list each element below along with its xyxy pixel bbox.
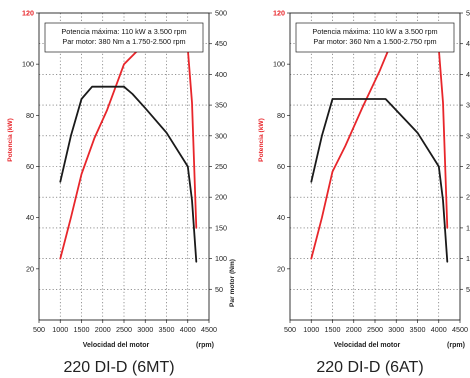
y-left-tick-label: 20 (26, 264, 34, 273)
y-right-tick-label: 100 (466, 254, 470, 263)
y-left-tick-label: 80 (26, 111, 34, 120)
legend-line-1: Potencia máxima: 110 kW a 3.500 rpm (312, 27, 437, 36)
y-left-tick-label: 60 (277, 162, 285, 171)
y-right-tick-label: 450 (215, 39, 227, 48)
x-tick-label: 4500 (452, 325, 468, 334)
y-right-tick-label: 500 (466, 9, 470, 18)
x-tick-label: 3500 (410, 325, 426, 334)
x-tick-label: 500 (284, 325, 296, 334)
x-tick-label: 1500 (74, 325, 90, 334)
x-tick-label: 2500 (116, 325, 132, 334)
y-left-tick-label: 80 (277, 111, 285, 120)
y-right-tick-label: 300 (215, 131, 227, 140)
chart-panel-2: 500 1000 1500 2000 2500 3000 3500 4000 4500 20 40 6… (258, 9, 470, 377)
x-tick-label: 1500 (325, 325, 341, 334)
y-right-tick-label: 50 (215, 285, 223, 294)
y-right-tick-label: 100 (215, 254, 227, 263)
x-tick-label: 2500 (367, 325, 383, 334)
y-right-tick-label: 150 (466, 223, 470, 232)
y-right-tick-label: 150 (215, 223, 227, 232)
x-axis-unit: (rpm) (447, 342, 465, 349)
y-axis-left-label: Potencia (kW) (7, 118, 14, 162)
y-right-tick-label: 200 (466, 193, 470, 202)
x-axis-unit: (rpm) (196, 342, 214, 349)
y-axis-right-label: Par motor (Nm) (229, 259, 236, 307)
x-tick-label: 1000 (52, 325, 68, 334)
y-right-tick-label: 400 (466, 70, 470, 79)
legend-box (295, 22, 455, 53)
y-right-tick-label: 350 (215, 101, 227, 110)
x-tick-label: 3500 (159, 325, 175, 334)
y-left-tick-label: 40 (26, 213, 34, 222)
legend-line-1: Potencia máxima: 110 kW a 3.500 rpm (61, 27, 186, 36)
x-tick-label: 4500 (201, 325, 217, 334)
model-caption: 220 DI-D (6AT) (316, 359, 423, 376)
model-caption: 220 DI-D (6MT) (63, 359, 174, 376)
legend-line-2: Par motor: 360 Nm a 1.500-2.750 rpm (313, 37, 436, 46)
y-right-tick-label: 500 (215, 9, 227, 18)
y-right-tick-label: 350 (466, 101, 470, 110)
y-right-tick-label: 250 (466, 162, 470, 171)
y-left-tick-label: 100 (22, 60, 34, 69)
legend-box (44, 22, 204, 53)
y-left-tick-label: 40 (277, 213, 285, 222)
y-left-tick-label: 120 (22, 9, 34, 18)
torque-curve-line (310, 98, 449, 263)
x-tick-label: 500 (33, 325, 45, 334)
y-left-tick-label: 60 (26, 162, 34, 171)
y-right-tick-label: 450 (466, 39, 470, 48)
x-axis-label: Velocidad del motor (334, 342, 401, 349)
y-right-tick-label: 250 (215, 162, 227, 171)
x-axis-label: Velocidad del motor (83, 342, 150, 349)
torque-curve-line (59, 85, 198, 263)
x-tick-label: 4000 (180, 325, 196, 334)
y-right-tick-label: 50 (466, 285, 470, 294)
y-right-tick-label: 300 (466, 131, 470, 140)
x-tick-label: 3000 (388, 325, 404, 334)
x-tick-label: 2000 (346, 325, 362, 334)
y-left-tick-label: 20 (277, 264, 285, 273)
x-tick-label: 2000 (95, 325, 111, 334)
x-tick-label: 3000 (137, 325, 153, 334)
legend-line-2: Par motor: 380 Nm a 1.750-2.500 rpm (62, 37, 185, 46)
y-left-tick-label: 100 (273, 60, 285, 69)
chart-panel-1: 500 1000 1500 2000 2500 3000 3500 4000 4500 20 40 6… (7, 9, 236, 377)
y-right-tick-label: 200 (215, 193, 227, 202)
y-left-tick-label: 120 (273, 9, 285, 18)
y-axis-left-label: Potencia (kW) (258, 118, 265, 162)
x-tick-label: 4000 (431, 325, 447, 334)
y-right-tick-label: 400 (215, 70, 227, 79)
x-tick-label: 1000 (303, 325, 319, 334)
